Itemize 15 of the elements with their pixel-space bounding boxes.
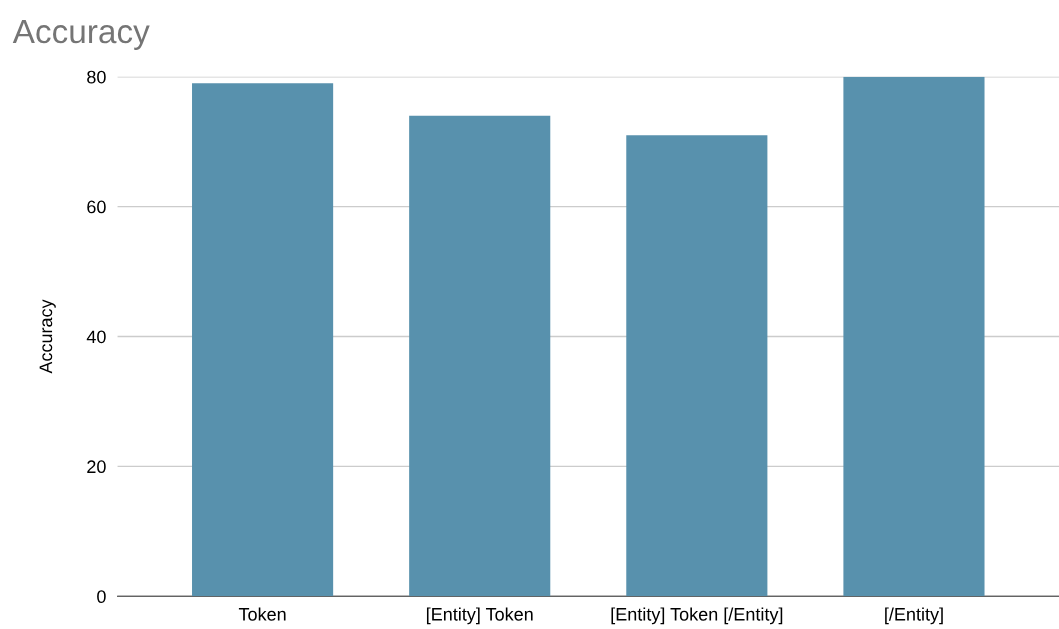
x-tick-label: [/Entity] xyxy=(885,607,943,625)
x-tick-label: Token xyxy=(238,607,286,621)
bar xyxy=(192,83,334,597)
y-tick-label: 0 xyxy=(97,590,106,604)
bar xyxy=(843,76,985,597)
bar xyxy=(409,115,551,597)
y-tick-label: 60 xyxy=(87,200,106,214)
x-tick-label: [Entity] Token xyxy=(426,607,533,625)
bar xyxy=(626,135,768,597)
y-tick-label: 20 xyxy=(87,460,106,474)
y-axis-title: Accuracy xyxy=(39,299,56,374)
chart-title: Accuracy xyxy=(12,20,150,50)
y-tick-label: 40 xyxy=(86,330,106,344)
y-tick-label: 80 xyxy=(87,70,106,84)
x-tick-label: [Entity] Token [/Entity] xyxy=(611,607,783,625)
